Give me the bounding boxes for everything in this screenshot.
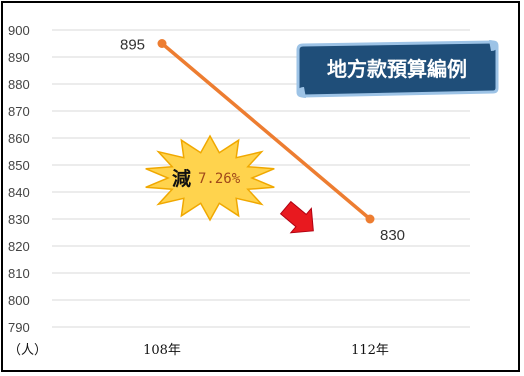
y-tick-label: 890: [8, 50, 30, 65]
y-tick-label: 880: [8, 77, 30, 92]
banner-curl-icon: [298, 87, 306, 98]
y-unit-label: （人）: [8, 343, 47, 358]
down-arrow-icon: [279, 200, 314, 234]
y-tick-label: 840: [8, 185, 30, 200]
y-tick-label: 810: [8, 266, 30, 281]
series-line-path: [160, 41, 372, 221]
y-tick-label: 790: [8, 320, 30, 335]
x-category-label: 108年: [143, 343, 181, 358]
reduction-burst: 減 7.26%: [145, 134, 275, 222]
series-line: [157, 39, 375, 224]
x-category-label: 112年: [351, 343, 389, 358]
y-tick-label: 850: [8, 158, 30, 173]
burst-percent-text: 7.26%: [198, 171, 241, 187]
data-point: [157, 39, 167, 48]
data-label: 895: [120, 37, 145, 54]
data-label: 830: [380, 227, 405, 244]
gridlines: [52, 29, 470, 328]
y-tick-label: 800: [8, 293, 30, 308]
data-point: [365, 214, 375, 224]
y-axis-ticks: 790 800 810 820 830 840 850 860 870 880 890 900: [8, 23, 30, 335]
y-tick-label: 820: [8, 239, 30, 254]
burst-main-text: 減: [172, 167, 191, 190]
banner-title: 地方款預算編例: [327, 57, 467, 81]
data-labels: 895 830: [120, 37, 405, 245]
y-tick-label: 900: [8, 23, 30, 38]
x-axis-categories: 108年 112年: [143, 343, 389, 358]
title-banner: 地方款預算編例: [296, 40, 499, 98]
y-tick-label: 860: [8, 131, 30, 146]
y-tick-label: 830: [8, 212, 30, 227]
banner-curl-icon: [489, 40, 497, 51]
burst-shape-icon: [145, 134, 275, 222]
y-tick-label: 870: [8, 104, 30, 119]
